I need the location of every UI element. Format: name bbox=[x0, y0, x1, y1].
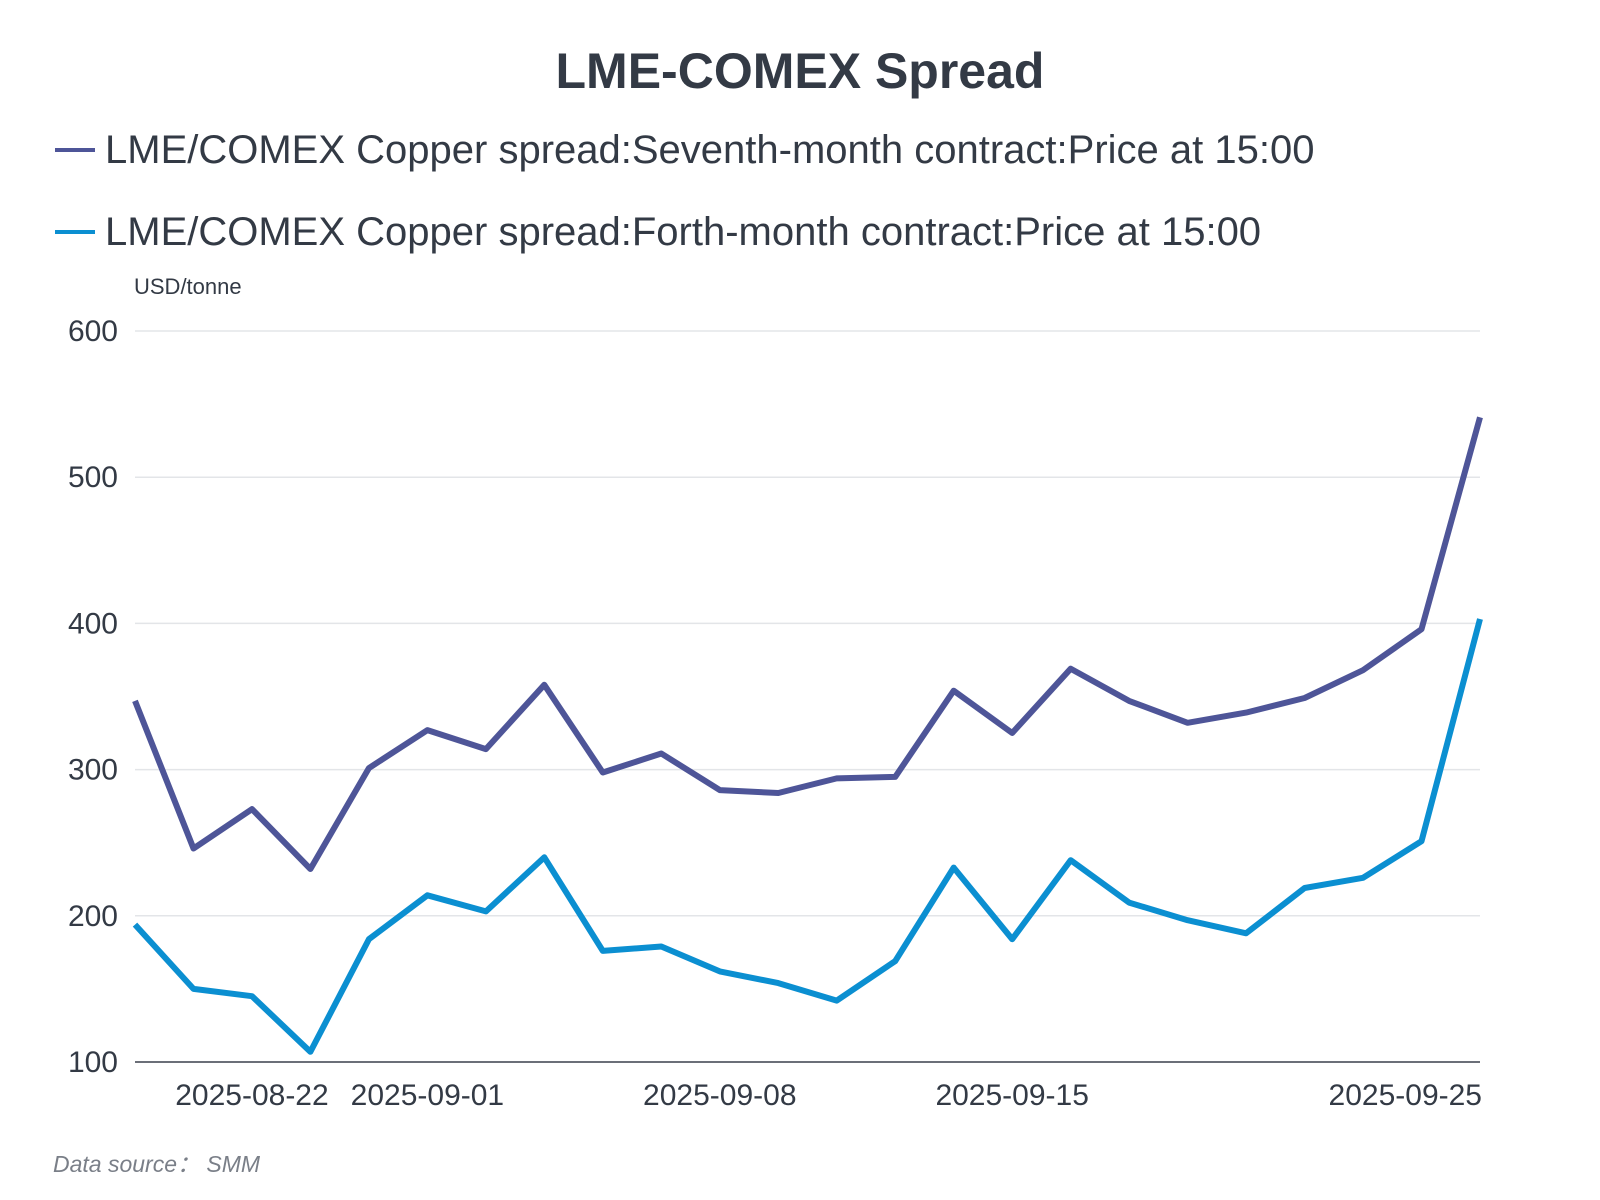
series-1-point-1 bbox=[190, 986, 196, 992]
series-0-point-22 bbox=[1419, 626, 1425, 632]
x-tick-label-2025-09-08: 2025-09-08 bbox=[643, 1079, 796, 1112]
series-0-point-5 bbox=[424, 727, 430, 733]
series-0-point-11 bbox=[775, 790, 781, 796]
series-0-point-15 bbox=[1009, 730, 1015, 736]
legend-swatch-seventh-month bbox=[55, 148, 95, 152]
series-1-point-5 bbox=[424, 892, 430, 898]
series-1-point-17 bbox=[1126, 900, 1132, 906]
legend-item-seventh-month[interactable]: LME/COMEX Copper spread:Seventh-month co… bbox=[55, 125, 1314, 175]
chart-title: LME-COMEX Spread bbox=[555, 43, 1045, 99]
series-1-point-22 bbox=[1419, 838, 1425, 844]
series-0-point-21 bbox=[1360, 667, 1366, 673]
y-tick-label-100: 100 bbox=[68, 1046, 118, 1079]
series-line-1 bbox=[132, 618, 1483, 1055]
series-0-point-18 bbox=[1185, 720, 1191, 726]
series-0-point-2 bbox=[249, 806, 255, 812]
series-1-point-8 bbox=[600, 948, 606, 954]
series-0-point-23 bbox=[1477, 414, 1483, 420]
series-0-point-6 bbox=[483, 746, 489, 752]
series-1-point-7 bbox=[541, 854, 547, 860]
series-1-point-3 bbox=[307, 1049, 313, 1055]
series-0-point-14 bbox=[951, 688, 957, 694]
series-1-point-21 bbox=[1360, 875, 1366, 881]
series-1-point-23 bbox=[1477, 616, 1483, 622]
y-tick-label-300: 300 bbox=[68, 754, 118, 787]
y-tick-label-500: 500 bbox=[68, 461, 118, 494]
series-0-point-13 bbox=[892, 774, 898, 780]
legend-swatch-forth-month bbox=[55, 230, 95, 234]
y-axis-unit-label: USD/tonne bbox=[134, 274, 242, 299]
series-1-point-14 bbox=[951, 865, 957, 871]
series-1-point-19 bbox=[1243, 930, 1249, 936]
series-1-point-10 bbox=[717, 968, 723, 974]
series-1-point-20 bbox=[1302, 885, 1308, 891]
series-1-point-4 bbox=[366, 936, 372, 942]
series-1-point-2 bbox=[249, 993, 255, 999]
y-tick-label-400: 400 bbox=[68, 607, 118, 640]
series-1-point-6 bbox=[483, 908, 489, 914]
x-tick-label-2025-09-15: 2025-09-15 bbox=[935, 1079, 1088, 1112]
series-0-point-19 bbox=[1243, 710, 1249, 716]
series-1-point-15 bbox=[1009, 936, 1015, 942]
series-0-point-8 bbox=[600, 770, 606, 776]
y-tick-label-200: 200 bbox=[68, 900, 118, 933]
series-0-point-20 bbox=[1302, 695, 1308, 701]
series-0-point-4 bbox=[366, 765, 372, 771]
y-tick-label-600: 600 bbox=[68, 315, 118, 348]
series-0-point-7 bbox=[541, 682, 547, 688]
series-1-point-18 bbox=[1185, 917, 1191, 923]
series-0-point-10 bbox=[717, 787, 723, 793]
series-0-point-3 bbox=[307, 866, 313, 872]
series-1-point-13 bbox=[892, 958, 898, 964]
legend-item-forth-month[interactable]: LME/COMEX Copper spread:Forth-month cont… bbox=[55, 207, 1261, 257]
series-0-point-17 bbox=[1126, 698, 1132, 704]
series-0-point-9 bbox=[658, 751, 664, 757]
series-0-point-12 bbox=[834, 775, 840, 781]
legend-label-seventh-month: LME/COMEX Copper spread:Seventh-month co… bbox=[105, 127, 1315, 172]
series-0-point-0 bbox=[132, 698, 138, 704]
series-0-point-1 bbox=[190, 846, 196, 852]
series-1-point-9 bbox=[658, 944, 664, 950]
x-tick-label-2025-09-25: 2025-09-25 bbox=[1329, 1079, 1482, 1112]
series-0-point-16 bbox=[1068, 666, 1074, 672]
x-tick-label-2025-09-01: 2025-09-01 bbox=[351, 1079, 504, 1112]
series-1-point-16 bbox=[1068, 857, 1074, 863]
series-1-point-11 bbox=[775, 980, 781, 986]
series-1-point-0 bbox=[132, 922, 138, 928]
data-source-note: Data source： SMM bbox=[53, 1151, 261, 1177]
series-1-point-12 bbox=[834, 998, 840, 1004]
series-line-0 bbox=[132, 416, 1483, 872]
x-tick-label-2025-08-22: 2025-08-22 bbox=[175, 1079, 328, 1112]
legend-label-forth-month: LME/COMEX Copper spread:Forth-month cont… bbox=[105, 209, 1262, 254]
